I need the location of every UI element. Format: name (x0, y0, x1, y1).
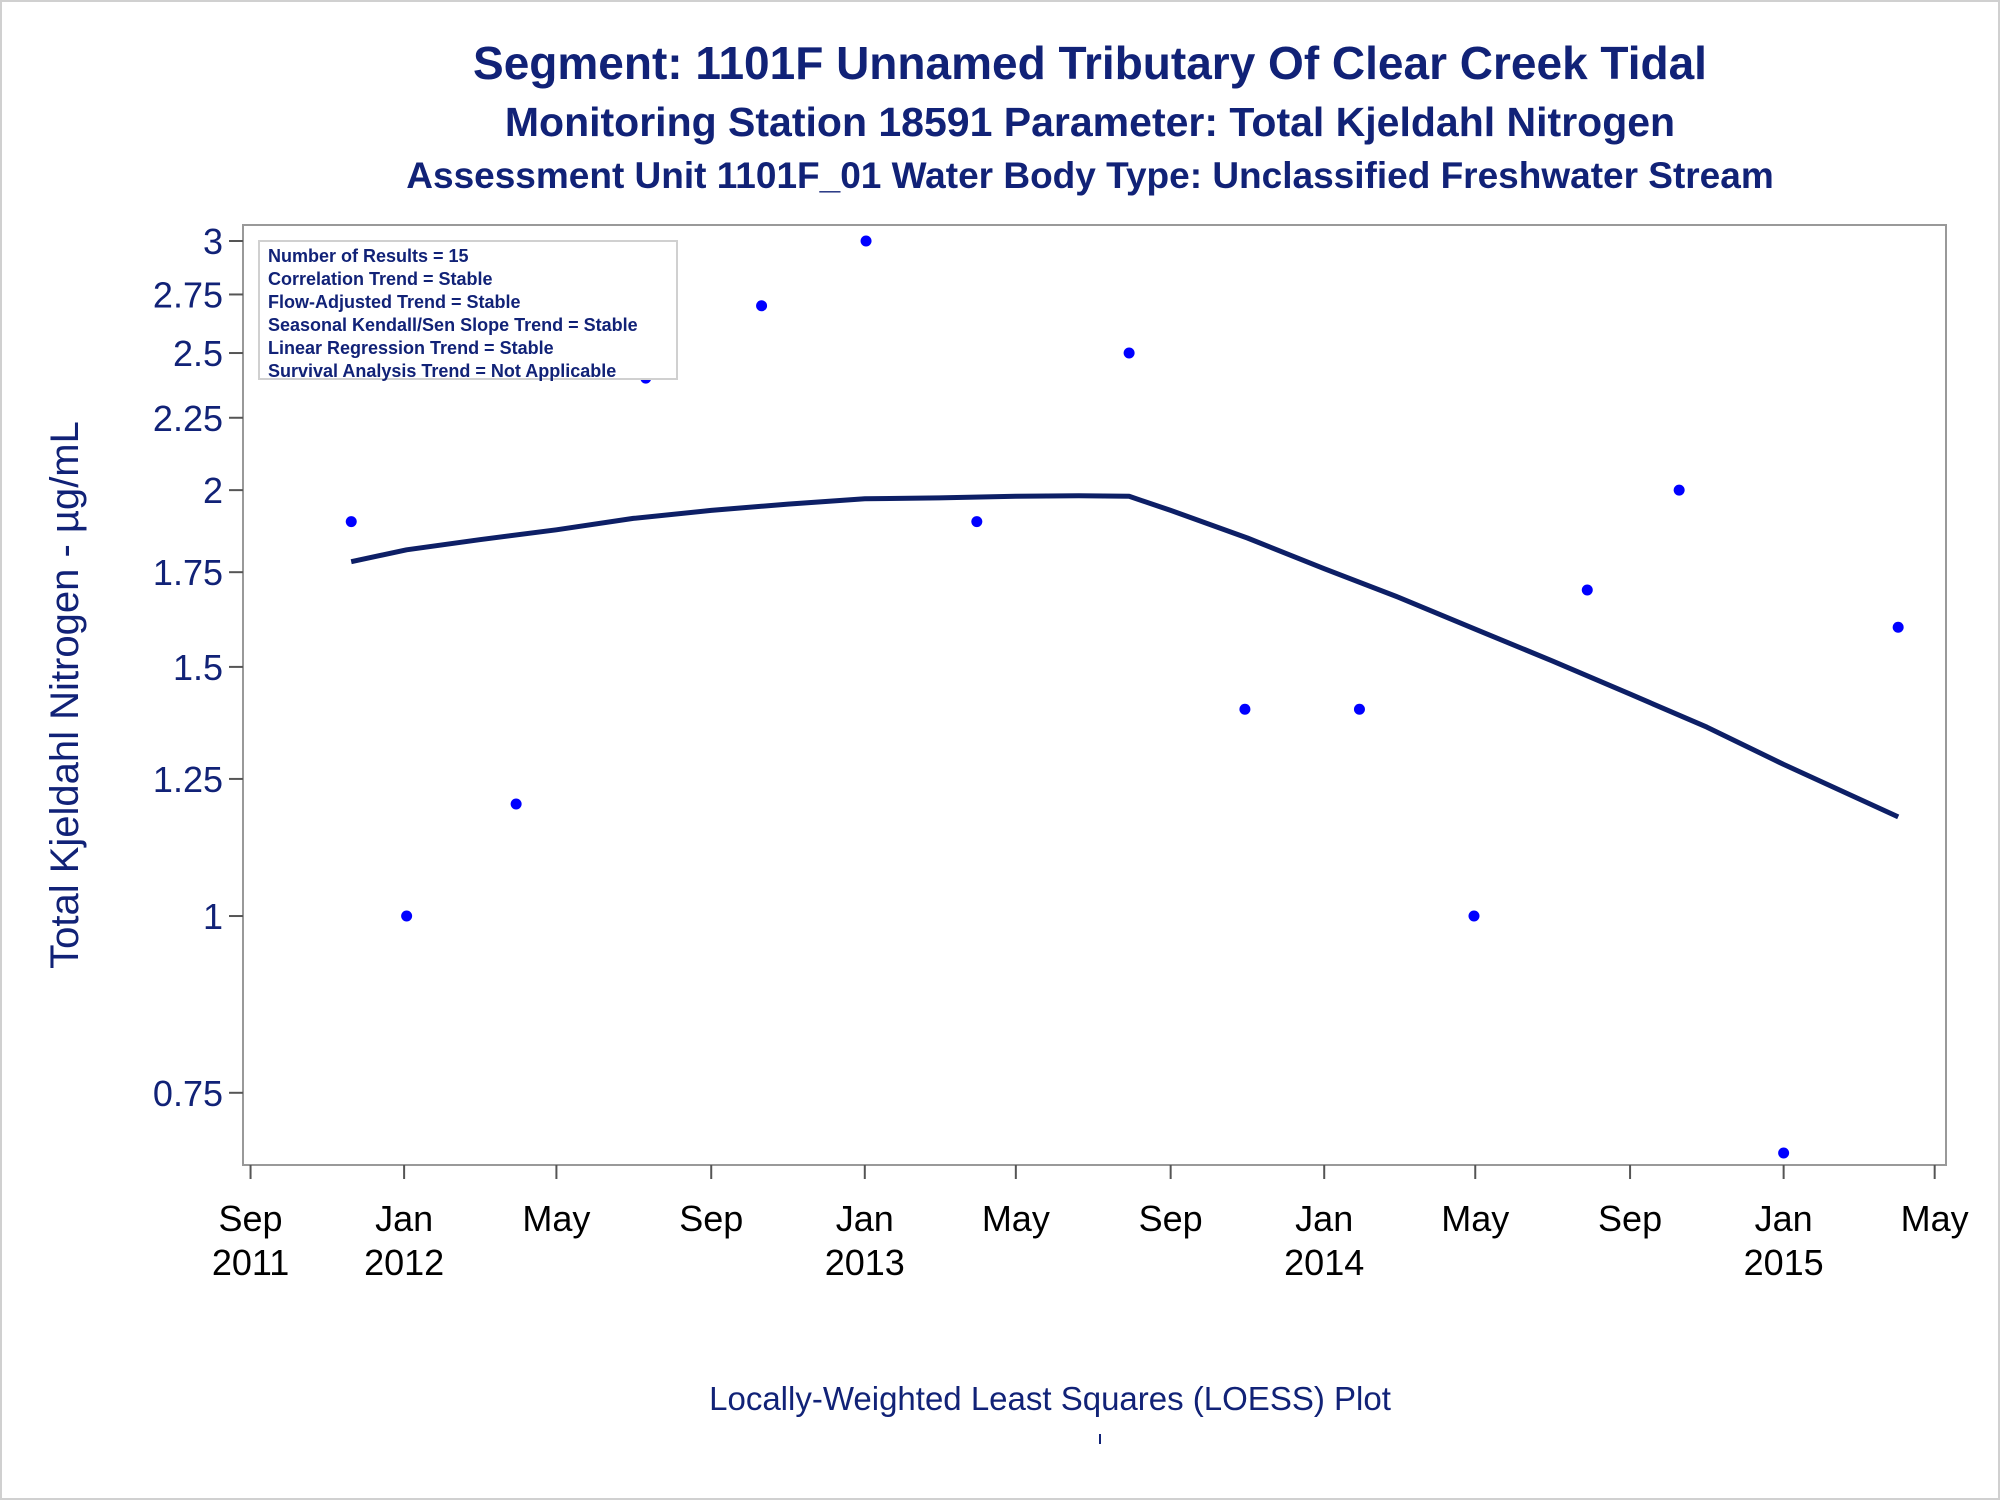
plot-type-footnote: Locally-Weighted Least Squares (LOESS) P… (709, 1380, 1391, 1417)
data-point (1123, 347, 1135, 359)
data-point (1239, 703, 1251, 715)
chart-title: Segment: 1101F Unnamed Tributary Of Clea… (473, 37, 1707, 89)
footnote-tick (1099, 1434, 1101, 1444)
x-tick-label: Jan (836, 1198, 894, 1239)
data-point (1468, 910, 1480, 922)
y-tick-label: 2.5 (173, 333, 223, 374)
legend-line: Linear Regression Trend = Stable (268, 338, 554, 358)
x-tick-label: May (522, 1198, 590, 1239)
data-point (1353, 703, 1365, 715)
x-tick-label-year: 2013 (825, 1242, 905, 1283)
data-point (1778, 1147, 1790, 1159)
y-tick-label: 2.25 (153, 398, 223, 439)
data-point (1581, 584, 1593, 596)
chart-subtitle: Monitoring Station 18591 Parameter: Tota… (504, 99, 1676, 145)
x-tick-label-year: 2014 (1284, 1242, 1364, 1283)
data-point (345, 516, 357, 528)
x-tick-label: Sep (1139, 1198, 1203, 1239)
data-point (1892, 621, 1904, 633)
x-tick-label: Sep (1598, 1198, 1662, 1239)
data-point (510, 798, 522, 810)
legend-line: Number of Results = 15 (268, 246, 469, 266)
data-point (401, 910, 413, 922)
x-tick-label: Jan (375, 1198, 433, 1239)
y-tick-label: 2 (203, 470, 223, 511)
x-tick-label: May (1441, 1198, 1509, 1239)
x-tick-label-year: 2015 (1744, 1242, 1824, 1283)
legend-line: Survival Analysis Trend = Not Applicable (268, 361, 617, 381)
data-point (860, 235, 872, 247)
y-tick-label: 1.75 (153, 552, 223, 593)
y-tick-label: 3 (203, 221, 223, 262)
chart-subtitle-2: Assessment Unit 1101F_01 Water Body Type… (406, 155, 1774, 196)
x-tick-label: Sep (219, 1198, 283, 1239)
data-point (971, 516, 983, 528)
x-tick-label-year: 2012 (364, 1242, 444, 1283)
x-tick-label: May (982, 1198, 1050, 1239)
y-tick-label: 0.75 (153, 1073, 223, 1114)
x-tick-label: Jan (1295, 1198, 1353, 1239)
y-tick-label: 1 (203, 896, 223, 937)
legend-line: Correlation Trend = Stable (268, 269, 493, 289)
x-tick-label: May (1901, 1198, 1969, 1239)
plot-area-frame (242, 224, 1947, 1166)
x-tick-label: Sep (679, 1198, 743, 1239)
x-tick-label-year: 2011 (212, 1242, 289, 1283)
legend-line: Seasonal Kendall/Sen Slope Trend = Stabl… (268, 315, 638, 335)
loess-line (350, 493, 1900, 820)
data-point (1673, 484, 1685, 496)
y-axis-label: Total Kjeldahl Nitrogen - µg/mL (43, 421, 87, 969)
legend-line: Flow-Adjusted Trend = Stable (268, 292, 521, 312)
y-tick-label: 1.25 (153, 759, 223, 800)
y-tick-label: 2.75 (153, 274, 223, 315)
trend-legend: Number of Results = 15 Correlation Trend… (258, 240, 678, 381)
y-tick-label: 1.5 (173, 647, 223, 688)
data-point (756, 300, 768, 312)
x-tick-label: Jan (1755, 1198, 1813, 1239)
